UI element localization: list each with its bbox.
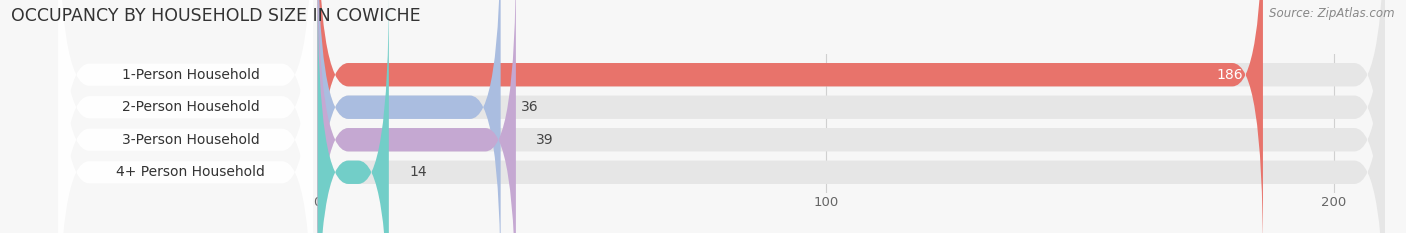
FancyBboxPatch shape bbox=[318, 0, 1385, 233]
FancyBboxPatch shape bbox=[59, 0, 312, 233]
Text: 36: 36 bbox=[522, 100, 538, 114]
FancyBboxPatch shape bbox=[318, 0, 516, 233]
FancyBboxPatch shape bbox=[318, 0, 1263, 233]
Text: 2-Person Household: 2-Person Household bbox=[122, 100, 260, 114]
Text: 4+ Person Household: 4+ Person Household bbox=[117, 165, 266, 179]
FancyBboxPatch shape bbox=[59, 0, 312, 233]
Text: 14: 14 bbox=[409, 165, 427, 179]
Text: 186: 186 bbox=[1216, 68, 1243, 82]
FancyBboxPatch shape bbox=[318, 0, 1385, 233]
FancyBboxPatch shape bbox=[318, 0, 1385, 233]
FancyBboxPatch shape bbox=[59, 0, 312, 233]
Text: 1-Person Household: 1-Person Household bbox=[122, 68, 260, 82]
Text: OCCUPANCY BY HOUSEHOLD SIZE IN COWICHE: OCCUPANCY BY HOUSEHOLD SIZE IN COWICHE bbox=[11, 7, 420, 25]
FancyBboxPatch shape bbox=[318, 0, 389, 233]
Text: 39: 39 bbox=[536, 133, 554, 147]
Text: Source: ZipAtlas.com: Source: ZipAtlas.com bbox=[1270, 7, 1395, 20]
FancyBboxPatch shape bbox=[59, 0, 312, 233]
FancyBboxPatch shape bbox=[318, 0, 501, 233]
Text: 3-Person Household: 3-Person Household bbox=[122, 133, 260, 147]
FancyBboxPatch shape bbox=[318, 0, 1385, 233]
